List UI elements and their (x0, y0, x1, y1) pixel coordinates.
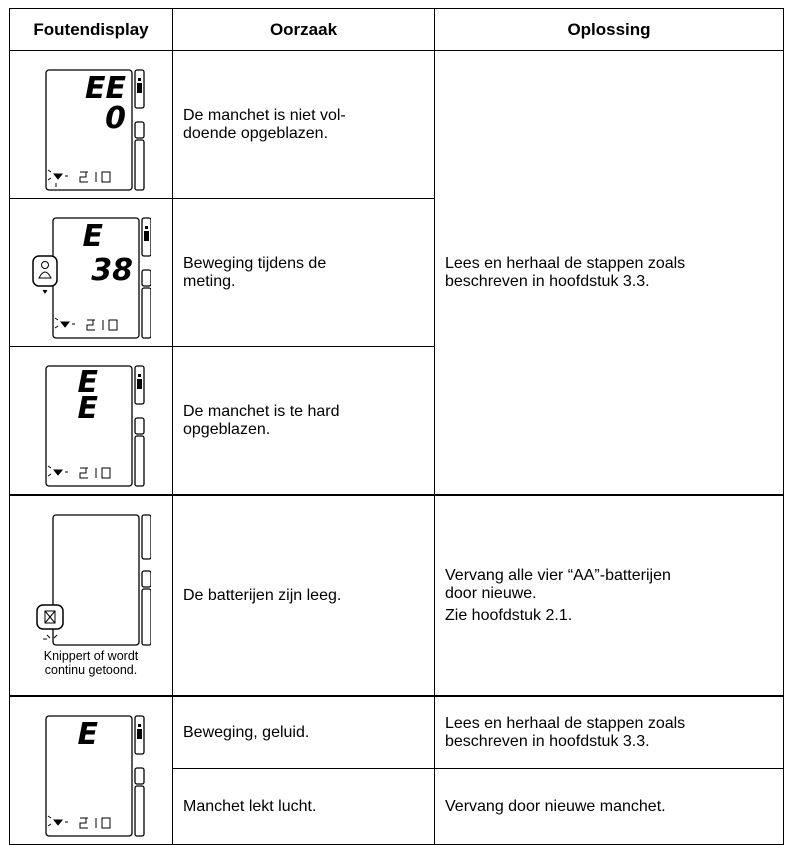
error-table: Foutendisplay Oorzaak Oplossing EE 0 De … (9, 8, 784, 845)
lcd: EE 0 (45, 69, 145, 191)
lcd (36, 514, 152, 646)
cause-cell: De manchet is niet vol- doende opgeblaze… (172, 50, 435, 199)
lcd-digits: E (83, 219, 104, 254)
solution-cell: Vervang alle vier “AA”-batterijen door n… (434, 494, 784, 697)
display-caption: Knippert of wordt continu getoond. (43, 649, 139, 677)
display-cell: Knippert of wordt continu getoond. (9, 494, 173, 697)
lcd: E E (45, 365, 145, 487)
lcd: E (45, 715, 145, 837)
lcd: E 38 (32, 217, 152, 339)
row: E Beweging, geluid. Lees en herhaal de s… (9, 695, 784, 845)
display-cell: E E (9, 346, 173, 496)
lcd-digits: E (78, 365, 99, 400)
lcd-digits: 0 (105, 101, 126, 136)
display-cell: E 38 (9, 198, 173, 347)
row: E E De manchet is te hard opgeblazen. (9, 346, 784, 496)
header-cell: Oorzaak (172, 8, 435, 51)
header-row: Foutendisplay Oorzaak Oplossing (9, 8, 784, 51)
solution-text: Vervang alle vier “AA”-batterijen door n… (445, 566, 671, 602)
row: E 38 Beweging tijdens de meting. (9, 198, 784, 347)
display-cell: EE 0 (9, 50, 173, 199)
lcd-digits: 38 (91, 253, 133, 288)
solution-cell: Lees en herhaal de stappen zoals beschre… (434, 50, 784, 496)
cause-cell: Beweging, geluid. (172, 695, 435, 770)
cause-cell: Beweging tijdens de meting. (172, 198, 435, 347)
page: Foutendisplay Oorzaak Oplossing EE 0 De … (9, 8, 784, 845)
header-cell: Oplossing (434, 8, 784, 51)
lcd-digits: E (78, 717, 99, 752)
solution-cell: Lees en herhaal de stappen zoals beschre… (434, 695, 784, 770)
lcd-digits: E (78, 391, 99, 426)
solution-text: Zie hoofdstuk 2.1. (445, 606, 573, 624)
cause-cell: De batterijen zijn leeg. (172, 494, 435, 697)
cause-cell: De manchet is te hard opgeblazen. (172, 346, 435, 496)
row: EE 0 De manchet is niet vol- doende opge… (9, 50, 784, 496)
header-cell: Foutendisplay (9, 8, 173, 51)
row: Knippert of wordt continu getoond. De ba… (9, 494, 784, 697)
lcd-digits: EE (85, 71, 126, 106)
display-cell: E (9, 695, 173, 845)
